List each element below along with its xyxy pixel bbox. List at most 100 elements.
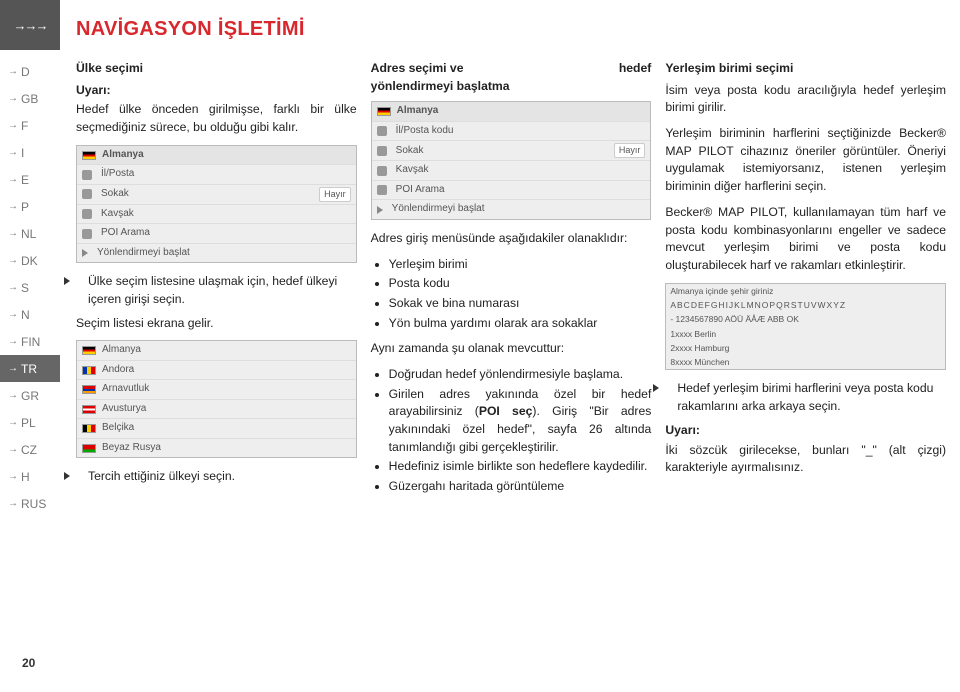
- kbd-l1: Almanya içinde şehir giriniz: [666, 284, 945, 298]
- sidebar-item-f[interactable]: → F: [0, 112, 60, 139]
- flag-icon: [82, 405, 96, 414]
- content-columns: Ülke seçimi Uyarı: Hedef ülke önceden gi…: [76, 60, 946, 504]
- flag-icon: [82, 346, 96, 355]
- col1-p3-text: Tercih ettiğiniz ülkeyi seçin.: [88, 469, 235, 483]
- kbd-l3: - 1234567890 AÖÜ ÄÅÆ ABB OK: [666, 312, 945, 326]
- poi-bold: POI seç: [479, 404, 533, 418]
- col3-p3: Becker® MAP PILOT, kullanılamayan tüm ha…: [665, 204, 946, 275]
- col3-p2: Yerleşim biriminin harflerini seçtiğiniz…: [665, 125, 946, 196]
- sidebar-label: S: [21, 281, 29, 295]
- col1-p2: Seçim listesi ekrana gelir.: [76, 315, 357, 333]
- sidebar-label: D: [21, 65, 30, 79]
- menu2-r2: Kavşak: [396, 163, 429, 178]
- arrow-icon: →: [8, 201, 18, 212]
- menu1-r3: POI Arama: [101, 226, 150, 241]
- country-row: Belçika: [77, 419, 356, 439]
- arrow-icon: →: [8, 66, 18, 77]
- arrow-icon: →: [8, 390, 18, 401]
- sidebar-label: P: [21, 200, 29, 214]
- sidebar-item-p[interactable]: → P: [0, 193, 60, 220]
- arrow-icon: →: [8, 498, 18, 509]
- country-row: Almanya: [77, 341, 356, 361]
- country-row: Arnavutluk: [77, 380, 356, 400]
- sidebar-item-h[interactable]: → H: [0, 463, 60, 490]
- menu-screenshot-2: Almanya İl/Posta kodu SokakHayır Kavşak …: [371, 101, 652, 220]
- menu1-r2: Kavşak: [101, 207, 134, 222]
- country-name: Arnavutluk: [102, 382, 149, 397]
- sidebar-item-rus[interactable]: → RUS: [0, 490, 60, 517]
- col1-p3: Tercih ettiğiniz ülkeyi seçin.: [76, 468, 357, 486]
- menu2-r0: İl/Posta kodu: [396, 124, 454, 139]
- arrow-icon: →: [8, 282, 18, 293]
- col3-p1: İsim veya posta kodu aracılığıyla hedef …: [665, 82, 946, 117]
- sidebar-item-tr[interactable]: → TR: [0, 355, 60, 382]
- sidebar-item-gr[interactable]: → GR: [0, 382, 60, 409]
- sidebar-item-dk[interactable]: → DK: [0, 247, 60, 274]
- kbd-l2: ABCDEFGHIJKLMNOPQRSTUVWXYZ: [666, 298, 945, 312]
- flag-icon: [82, 424, 96, 433]
- col2-subhead2: yönlendirmeyi başlatma: [371, 78, 652, 96]
- col3-warning-head: Uyarı:: [665, 422, 946, 440]
- col1-p1: Ülke seçim listesine ulaşmak için, hedef…: [76, 273, 357, 308]
- sidebar-label: E: [21, 173, 29, 187]
- keyboard-screenshot: Almanya içinde şehir giriniz ABCDEFGHIJK…: [665, 283, 946, 371]
- menu2-head: Almanya: [397, 104, 439, 119]
- sidebar-item-cz[interactable]: → CZ: [0, 436, 60, 463]
- page-title: NAVİGASYON İŞLETİMİ: [76, 18, 305, 41]
- sidebar-items: → D→ GB→ F→ I→ E→ P→ NL→ DK→ S→ N→ FIN→ …: [0, 50, 60, 517]
- col2-subhead-l: Adres seçimi ve: [371, 60, 464, 78]
- sidebar-item-e[interactable]: → E: [0, 166, 60, 193]
- sidebar-label: TR: [21, 362, 37, 376]
- sidebar-label: CZ: [21, 443, 37, 457]
- column-3: Yerleşim birimi seçimi İsim veya posta k…: [665, 60, 946, 504]
- arrow-icon: →: [8, 93, 18, 104]
- col2-subhead: Adres seçimi ve hedef: [371, 60, 652, 78]
- sidebar-item-i[interactable]: → I: [0, 139, 60, 166]
- list-item: Güzergahı haritada görüntüleme: [389, 478, 652, 496]
- sidebar-label: RUS: [21, 497, 46, 511]
- sidebar-item-gb[interactable]: → GB: [0, 85, 60, 112]
- sidebar-item-d[interactable]: → D: [0, 58, 60, 85]
- menu1-r0: İl/Posta: [101, 167, 134, 182]
- col1-warning-text: Hedef ülke önceden girilmişse, farklı bi…: [76, 101, 357, 136]
- kbd-l5: 2xxxx Hamburg: [666, 341, 945, 355]
- arrow-icon: →: [8, 444, 18, 455]
- col3-p4: Hedef yerleşim birimi harflerini veya po…: [665, 380, 946, 415]
- col3-subhead: Yerleşim birimi seçimi: [665, 60, 946, 78]
- col1-warning-head: Uyarı:: [76, 82, 357, 100]
- sidebar-item-s[interactable]: → S: [0, 274, 60, 301]
- menu2-r4: Yönlendirmeyi başlat: [392, 202, 485, 217]
- sidebar-item-n[interactable]: → N: [0, 301, 60, 328]
- col2-list2: Doğrudan hedef yönlendirmesiyle başlama.…: [371, 366, 652, 496]
- flag-icon: [82, 366, 96, 375]
- sidebar-item-pl[interactable]: → PL: [0, 409, 60, 436]
- menu2-r1r: Hayır: [614, 143, 646, 158]
- list-item: Sokak ve bina numarası: [389, 295, 652, 313]
- sidebar-label: GR: [21, 389, 39, 403]
- sidebar-label: GB: [21, 92, 38, 106]
- col2-p2: Aynı zamanda şu olanak mevcuttur:: [371, 340, 652, 358]
- sidebar-label: N: [21, 308, 30, 322]
- country-list-screenshot: AlmanyaAndoraArnavutlukAvusturyaBelçikaB…: [76, 340, 357, 458]
- country-name: Avusturya: [102, 402, 146, 417]
- sidebar-label: I: [21, 146, 24, 160]
- arrow-icon: →: [8, 120, 18, 131]
- kbd-l6: 8xxxx München: [666, 355, 945, 369]
- flag-icon: [82, 385, 96, 394]
- arrow-icon: →: [8, 174, 18, 185]
- sidebar-item-fin[interactable]: → FIN: [0, 328, 60, 355]
- country-name: Beyaz Rusya: [102, 441, 161, 456]
- list-item: Girilen adres yakınında özel bir hedef a…: [389, 386, 652, 457]
- page-number: 20: [22, 656, 35, 670]
- col2-list1: Yerleşim birimiPosta koduSokak ve bina n…: [371, 256, 652, 333]
- sidebar-label: F: [21, 119, 28, 133]
- sidebar-label: H: [21, 470, 30, 484]
- list-item: Hedefiniz isimle birlikte son hedeflere …: [389, 458, 652, 476]
- col1-p1-text: Ülke seçim listesine ulaşmak için, hedef…: [88, 274, 337, 306]
- menu2-r1: Sokak: [396, 144, 424, 159]
- sidebar-item-nl[interactable]: → NL: [0, 220, 60, 247]
- country-row: Avusturya: [77, 400, 356, 420]
- arrow-icon: →: [8, 228, 18, 239]
- column-2: Adres seçimi ve hedef yönlendirmeyi başl…: [371, 60, 652, 504]
- menu-screenshot-1: Almanya İl/Posta SokakHayır Kavşak POI A…: [76, 145, 357, 264]
